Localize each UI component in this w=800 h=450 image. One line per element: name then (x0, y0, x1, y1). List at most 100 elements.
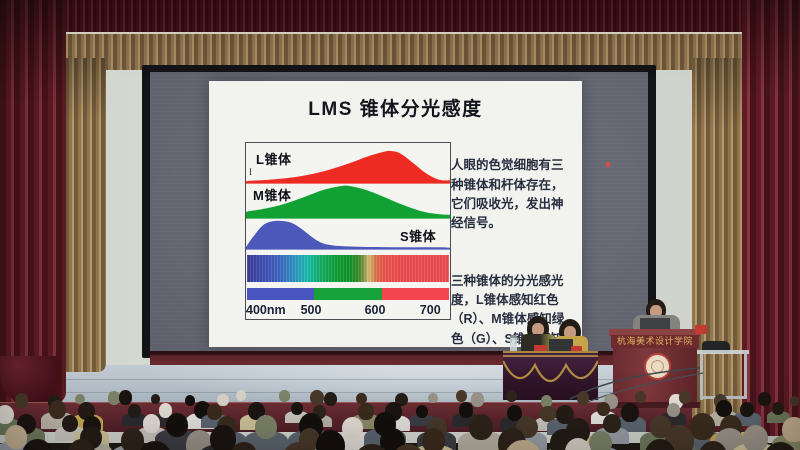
cone-curve-2 (246, 185, 450, 218)
audience-head (456, 390, 468, 403)
audience-head (790, 395, 799, 406)
speaker-face (650, 305, 662, 318)
cone-curve-1 (246, 150, 450, 183)
audience-head-cap (143, 414, 161, 433)
audience-head-cap (588, 430, 612, 450)
water-bottle (510, 335, 517, 353)
audience-head (127, 403, 142, 419)
audience-head-cap (75, 393, 85, 405)
audience-head (392, 443, 425, 450)
audience-shoulders (121, 413, 148, 426)
audience-head-cap (0, 404, 14, 425)
podium-top (609, 329, 701, 336)
audience-head (715, 400, 732, 417)
audience-head (210, 425, 237, 450)
rgb-segment (381, 288, 449, 300)
audience-head (379, 427, 406, 450)
audience-head-cap (186, 430, 214, 450)
audience-head (621, 403, 639, 422)
rgb-segment (247, 288, 315, 300)
laser-dot (606, 162, 610, 167)
audience-head-cap (504, 440, 542, 450)
audience-head-cap (236, 390, 247, 402)
audience-head (121, 428, 145, 450)
audience-head (690, 413, 715, 440)
audience-head-cap (217, 393, 229, 406)
audience-head (356, 393, 367, 405)
audience-head (165, 412, 189, 438)
seated-person-1-face (532, 323, 544, 336)
side-table-top (697, 350, 749, 354)
drape-gold-trim (502, 355, 599, 383)
presentation-slide: LMS 锥体分光感度 L锥体 I M锥体 S锥体 400nm 500 600 700 … (209, 81, 582, 384)
audience-head (78, 401, 96, 421)
audience-head (138, 441, 172, 450)
audience-head (635, 390, 647, 404)
audience-head (207, 403, 222, 420)
x-tick-500: 500 (300, 303, 322, 317)
m-cone-label: M锥体 (253, 188, 292, 203)
name-card (534, 345, 547, 353)
floor-seam (0, 392, 800, 393)
audience-head (118, 390, 133, 405)
audience-shoulders (410, 413, 434, 426)
audience-head (678, 390, 691, 405)
audience-head (282, 442, 317, 450)
x-tick-600: 600 (364, 303, 386, 317)
audience-head (323, 391, 337, 407)
wavelength-axis: 400nm 500 600 700 (246, 303, 450, 320)
audience-head (48, 400, 66, 419)
seated-person-2-face (564, 326, 576, 339)
audience-head (603, 414, 621, 434)
x-tick-700: 700 (419, 303, 441, 317)
s-cone-label: S锥体 (400, 229, 437, 244)
cone-sensitivity-chart: L锥体 I M锥体 S锥体 400nm 500 600 700 (245, 142, 451, 320)
slide-paragraph-1: 人眼的色觉细胞有三 种锥体和杆体存在， 它们吸收光，发出神 经信号。 (451, 158, 564, 231)
audience-head (699, 440, 727, 450)
audience-head (772, 402, 785, 416)
audience-shoulders (766, 411, 790, 423)
rgb-segment (314, 288, 382, 300)
side-table-leg (744, 354, 747, 398)
red-curtain-left (0, 0, 66, 404)
audience-head (151, 394, 161, 405)
podium-calligraphy: 杭海美术设计学院 (611, 335, 699, 348)
audience-head (415, 405, 429, 419)
audience-head (231, 441, 257, 450)
floor-seam (0, 379, 800, 380)
audience-head-cap (667, 403, 680, 418)
name-card (571, 346, 582, 353)
audience-head (185, 395, 196, 406)
audience-head-cap (470, 391, 485, 407)
visible-spectrum-bar (247, 255, 449, 282)
audience-head (22, 438, 53, 450)
audience-head (739, 401, 755, 418)
audience-head (576, 390, 590, 405)
audience-head (757, 391, 772, 407)
podium-red-card (695, 325, 707, 334)
audience-head (353, 443, 392, 450)
audience-head (644, 438, 675, 450)
top-pelmet (0, 32, 800, 70)
audience-shoulders (244, 431, 288, 450)
audience-head-cap (279, 390, 290, 402)
audience-head-cap (540, 395, 553, 408)
audience-head (421, 427, 446, 450)
red-curtain-right (742, 0, 800, 436)
audience-head (506, 404, 522, 422)
audience-head (555, 404, 574, 425)
spectrum-stripe-texture (247, 255, 449, 282)
audience-head (14, 393, 29, 409)
audience-head-cap (107, 390, 121, 405)
audience-head (764, 441, 797, 450)
audience-head-cap (158, 403, 173, 418)
side-table-leg (700, 354, 703, 400)
audience-head-cap (254, 414, 278, 440)
rgb-segments-bar (247, 288, 449, 300)
table-laptop (549, 339, 573, 352)
audience-head-cap (782, 416, 800, 442)
audience-shoulders (457, 431, 504, 450)
cone-curve-3 (246, 220, 450, 249)
